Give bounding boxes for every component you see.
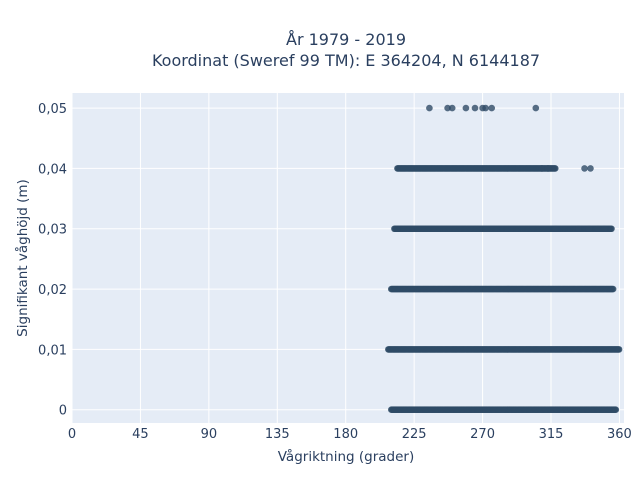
y-tick-label: 0,02 [38,283,67,298]
data-point [587,165,594,172]
data-points [385,104,623,414]
y-tick-label: 0,04 [38,162,67,177]
data-point [538,165,546,172]
chart-title-line2: Koordinat (Sweref 99 TM): E 364204, N 61… [152,51,540,70]
data-point [585,225,593,233]
data-point [608,225,615,233]
data-point [594,225,602,233]
y-axis-label: Signifikant våghöjd (m) [14,179,31,337]
x-axis-label: Vågriktning (grader) [278,448,415,465]
data-point [471,104,479,112]
x-axis-ticks: 0 45 90 135 180 225 270 315 360 [68,427,632,442]
y-axis-ticks: 0 0,01 0,02 0,03 0,04 0,05 [38,102,67,419]
x-tick-label: 0 [68,427,76,442]
x-tick-label: 315 [539,427,564,442]
data-point [600,225,608,233]
x-tick-label: 360 [607,427,632,442]
data-point [448,104,456,112]
y-tick-label: 0,03 [38,223,67,238]
data-point [482,104,489,112]
data-point [426,104,433,112]
y-tick-label: 0 [59,404,67,419]
x-tick-label: 270 [470,427,495,442]
data-point [444,104,451,112]
data-point [552,165,559,172]
x-tick-label: 90 [201,427,218,442]
chart-title-line1: År 1979 - 2019 [286,30,406,49]
plot-area [72,93,624,423]
data-point [612,406,620,414]
data-point [488,104,496,112]
data-point [575,225,582,233]
x-tick-label: 135 [265,427,290,442]
data-point [544,165,552,172]
x-tick-label: 180 [333,427,358,442]
data-point [615,346,623,353]
y-tick-label: 0,01 [38,343,67,358]
data-point [609,285,617,293]
x-tick-label: 225 [402,427,427,442]
data-point [581,165,588,172]
x-tick-label: 45 [132,427,149,442]
data-point [462,104,470,112]
data-point [532,104,540,112]
data-point [552,225,559,233]
y-tick-label: 0,05 [38,102,67,117]
